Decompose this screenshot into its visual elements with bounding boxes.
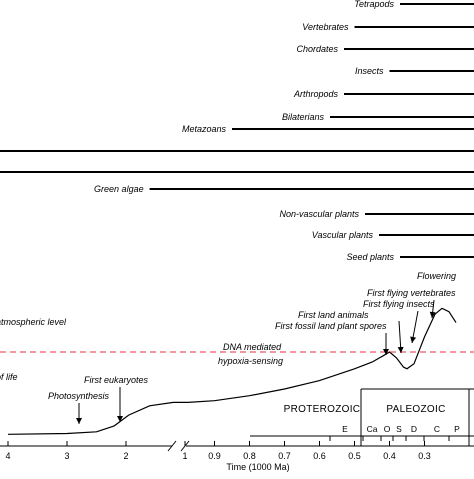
reference-line-label: atmospheric level [0,317,67,327]
arrow-head [397,346,404,353]
x-tick-label: 2 [123,451,128,461]
x-tick-label: 4 [5,451,10,461]
oxygen-curve [7,307,457,435]
period-label: P [454,424,460,434]
arrow-head [76,418,82,424]
lineage-label: Metazoans [182,124,227,134]
period-label: Ca [367,424,378,434]
x-axis: 4 3 2 1 0.9 0.8 0.7 0.6 0.5 0.4 0.3 [0,440,474,461]
annotation-label: First flying insects [363,299,435,309]
axis-break-mark [167,440,177,452]
arrow-head [383,349,389,355]
lineage-label: Vertebrates [302,22,349,32]
x-tick-label: 0.4 [383,451,396,461]
period-label: S [396,424,402,434]
lineage-label: Tetrapods [354,0,394,9]
annotation-label: Flowering [417,271,456,281]
annotation-label: DNA mediated [223,342,282,352]
annotation-label: First eukaryotes [84,375,149,385]
annotation-label: First land animals [298,310,369,320]
x-tick-label: 0.8 [243,451,256,461]
arrow-head [410,336,417,343]
period-label: E [342,424,348,434]
x-axis-title: Time (1000 Ma) [226,462,289,472]
x-tick-label: 0.7 [278,451,291,461]
annotation-label: Photosynthesis [48,391,110,401]
lineage-label: Insects [355,66,384,76]
era-label: PALEOZOIC [386,404,445,415]
era-label: PROTEROZOIC [284,404,361,415]
x-tick-label: 0.9 [208,451,221,461]
oxygen-panel: atmospheric level [0,307,474,435]
annotation-label: First fossil land plant spores [275,321,387,331]
period-label: D [411,424,417,434]
lineage-label: Bilaterians [282,112,325,122]
arrow-head [117,416,123,422]
lineage-label: Seed plants [346,252,394,262]
annotation-label: First flying vertebrates [367,288,456,298]
lineage-label: Non-vascular plants [279,209,359,219]
x-tick-label: 1 [182,451,187,461]
lineage-label: Vascular plants [312,230,374,240]
x-tick-label: 0.6 [313,451,326,461]
annotation-label: of life [0,372,18,382]
lineage-bars: Tetrapods Vertebrates Chordates Insects Arth… [0,0,474,262]
x-tick-label: 0.3 [418,451,431,461]
x-tick-label: 3 [64,451,69,461]
annotations: of life Photosynthesis First eukaryotes DNA… [0,271,456,424]
lineage-label: Chordates [296,44,338,54]
period-label: C [434,424,440,434]
geologic-time-box: PROTEROZOIC PALEOZOIC E Ca O S D C P [250,388,474,446]
x-tick-label: 0.5 [348,451,361,461]
lineage-label: Arthropods [293,89,339,99]
annotation-label: hypoxia-sensing [218,356,283,366]
lineage-label: Green algae [94,184,144,194]
period-label: O [384,424,391,434]
arrow-head [429,311,436,318]
